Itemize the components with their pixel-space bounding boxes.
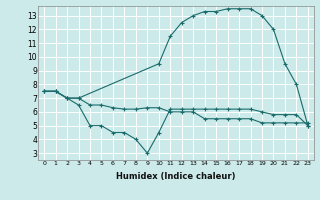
X-axis label: Humidex (Indice chaleur): Humidex (Indice chaleur): [116, 172, 236, 181]
